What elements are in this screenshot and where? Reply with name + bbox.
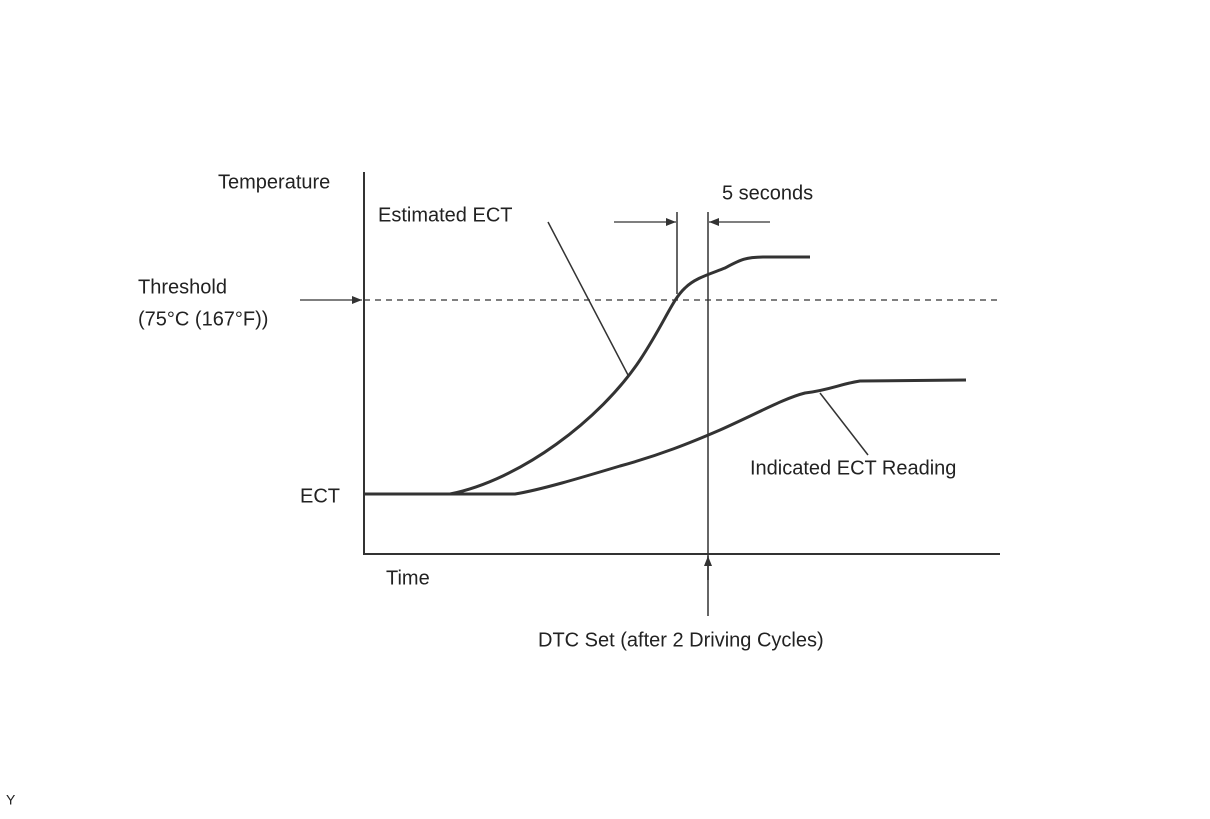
- interval-label: 5 seconds: [722, 182, 813, 204]
- estimated-curve: [364, 255, 810, 496]
- y-axis-label: Temperature: [218, 171, 330, 193]
- estimated-label: Estimated ECT: [378, 204, 512, 226]
- dtc-label: DTC Set (after 2 Driving Cycles): [538, 629, 824, 651]
- threshold-label: Threshold: [138, 276, 227, 298]
- x-axis-label: Time: [386, 567, 430, 589]
- estimated-leader: [547, 221, 629, 376]
- indicated-label: Indicated ECT Reading: [750, 457, 956, 479]
- threshold-value: (75°C (167°F)): [138, 308, 268, 330]
- ect-label: ECT: [300, 485, 340, 507]
- footer-code: Y: [6, 792, 16, 808]
- indicated-curve: [364, 378, 967, 496]
- indicated-leader: [819, 392, 869, 456]
